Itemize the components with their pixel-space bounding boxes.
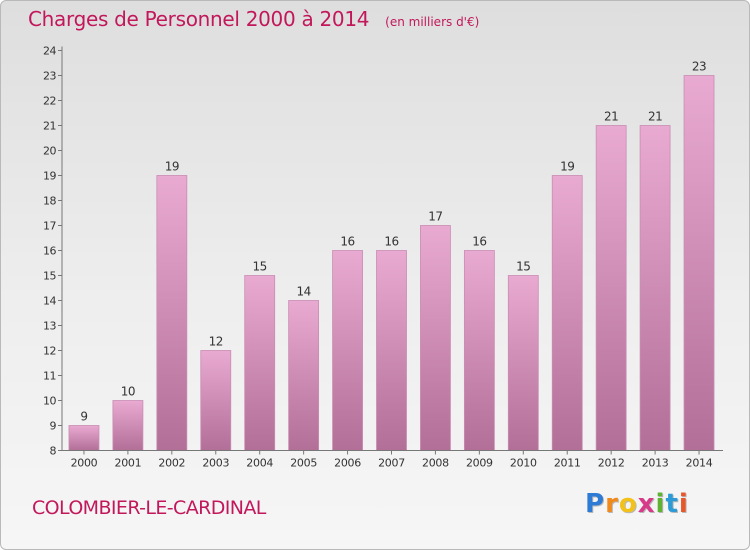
bar-value-label: 12 — [209, 335, 223, 349]
logo-letter: t — [665, 489, 679, 519]
x-tick-label: 2005 — [290, 457, 317, 470]
y-tick-label: 11 — [43, 370, 56, 383]
bar-value-label: 10 — [121, 385, 135, 399]
y-tick-label: 8 — [50, 445, 57, 458]
proxiti-logo[interactable]: Proxiti — [585, 489, 689, 519]
x-tick-label: 2012 — [598, 457, 625, 470]
y-tick-label: 12 — [43, 345, 56, 358]
bar — [683, 75, 715, 451]
chart-title: Charges de Personnel 2000 à 2014 (en mill… — [28, 7, 479, 31]
bar-value-label: 15 — [516, 260, 530, 274]
bar-value-label: 16 — [340, 235, 354, 249]
x-tick-label: 2004 — [246, 457, 273, 470]
bar — [551, 175, 583, 451]
bar — [68, 425, 100, 451]
y-tick-label: 14 — [43, 295, 56, 308]
x-tick-label: 2007 — [378, 457, 405, 470]
y-tick-label: 9 — [50, 420, 57, 433]
bar — [420, 225, 451, 451]
y-tick-label: 17 — [43, 220, 56, 233]
x-tick-label: 2011 — [554, 457, 581, 470]
bar — [376, 250, 407, 451]
title-text: Charges de Personnel 2000 à 2014 — [28, 7, 370, 31]
logo-letter: i — [655, 489, 666, 519]
y-tick-label: 16 — [43, 245, 56, 258]
y-tick-label: 13 — [43, 320, 56, 333]
x-tick-label: 2006 — [334, 457, 361, 470]
y-tick-label: 15 — [43, 270, 56, 283]
bar-value-label: 16 — [384, 235, 398, 249]
logo-letter: i — [678, 489, 689, 519]
bar — [332, 250, 363, 451]
bar-value-label: 21 — [604, 110, 618, 124]
bar — [463, 250, 495, 451]
logo-letter: o — [618, 489, 638, 519]
bar-value-label: 14 — [296, 285, 310, 299]
bar — [244, 275, 276, 451]
x-tick-label: 2003 — [202, 457, 229, 470]
y-axis: 8 9 10 11 12 13 14 15 16 17 18 19 20 21 22 23 24 — [43, 45, 63, 458]
x-tick-label: 2014 — [686, 457, 713, 470]
x-axis: 2000 2001 2002 2003 2004 2005 2006 2007 2008 2009… — [62, 450, 723, 470]
y-tick-label: 10 — [43, 395, 56, 408]
bar — [507, 275, 539, 451]
bar — [288, 300, 320, 451]
y-tick-label: 22 — [43, 95, 56, 108]
bar — [595, 125, 627, 451]
logo-letter: x — [637, 489, 656, 519]
bar — [112, 400, 144, 451]
y-tick-label: 24 — [43, 45, 56, 58]
bar-value-label: 15 — [253, 260, 267, 274]
bar-value-label: 9 — [80, 410, 87, 424]
x-tick-label: 2013 — [642, 457, 669, 470]
bar-value-label: 21 — [648, 110, 662, 124]
x-tick-label: 2002 — [158, 457, 185, 470]
logo-letter: r — [605, 489, 619, 519]
bar-value-label: 19 — [560, 160, 574, 174]
y-tick-label: 19 — [43, 170, 56, 183]
y-tick-label: 20 — [43, 145, 56, 158]
logo-letter: P — [585, 489, 606, 519]
x-tick-label: 2009 — [466, 457, 493, 470]
x-tick-label: 2000 — [71, 457, 98, 470]
x-tick-label: 2001 — [115, 457, 142, 470]
y-tick-label: 23 — [43, 70, 56, 83]
x-tick-label: 2010 — [510, 457, 537, 470]
bar — [156, 175, 188, 451]
bar — [639, 125, 671, 451]
x-tick-label: 2008 — [422, 457, 449, 470]
bar-value-label: 16 — [472, 235, 486, 249]
bar — [200, 350, 232, 451]
title-unit: (en milliers d'€) — [385, 15, 480, 29]
y-tick-label: 21 — [43, 120, 56, 133]
bars: 9 10 19 12 15 14 16 16 17 16 15 19 21 21 23 — [68, 60, 715, 451]
bar-value-label: 23 — [692, 60, 706, 74]
bar-value-label: 19 — [165, 160, 179, 174]
y-tick-label: 18 — [43, 195, 56, 208]
commune-name: COLOMBIER-LE-CARDINAL — [32, 497, 266, 519]
bar-value-label: 17 — [428, 210, 442, 224]
